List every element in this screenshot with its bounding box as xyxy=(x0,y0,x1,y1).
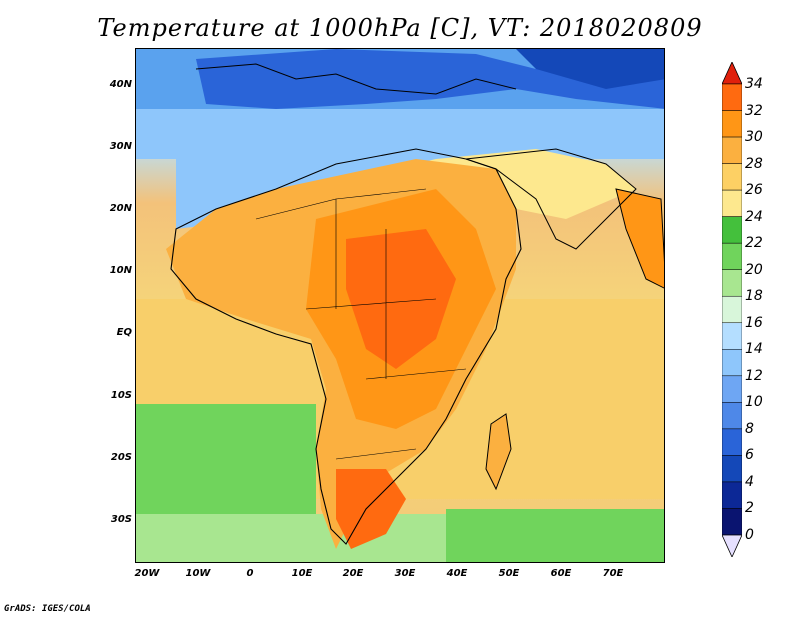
colorbar-label: 32 xyxy=(745,102,763,119)
southern-africa-hot xyxy=(336,469,406,549)
colorbar-label: 2 xyxy=(745,500,754,517)
colorbar-label: 24 xyxy=(745,208,763,225)
madagascar xyxy=(486,414,511,489)
colorbar-block xyxy=(722,83,742,111)
south-ocean-green xyxy=(136,514,446,562)
colorbar-block xyxy=(722,136,742,164)
temperature-map xyxy=(135,48,665,563)
colorbar-block xyxy=(722,428,742,456)
colorbar-label: 18 xyxy=(745,288,763,305)
south-atlantic-green xyxy=(136,404,316,514)
colorbar-block xyxy=(722,349,742,377)
lat-label-30n: 30N xyxy=(109,141,132,152)
lat-label-40n: 40N xyxy=(109,79,132,90)
colorbar-label: 30 xyxy=(745,129,763,146)
colorbar-block xyxy=(722,216,742,244)
colorbar xyxy=(722,62,742,557)
south-indian-green xyxy=(446,509,664,562)
colorbar-bottom-arrow xyxy=(722,534,742,557)
lon-label-10w: 10W xyxy=(185,568,211,579)
colorbar-block xyxy=(722,189,742,217)
colorbar-label: 4 xyxy=(745,473,754,490)
colorbar-block xyxy=(722,110,742,138)
europe-cold-region xyxy=(196,49,664,109)
india-warm xyxy=(616,189,664,288)
lon-label-40e: 40E xyxy=(446,568,468,579)
india-outline xyxy=(615,188,664,289)
madagascar-outline xyxy=(485,413,512,491)
lon-label-60e: 60E xyxy=(550,568,572,579)
lon-label-10e: 10E xyxy=(291,568,313,579)
colorbar-label: 16 xyxy=(745,314,763,331)
colorbar-block xyxy=(722,295,742,324)
colorbar-label: 6 xyxy=(745,447,754,464)
grads-credit: GrADS: IGES/COLA xyxy=(4,604,91,614)
colorbar-block xyxy=(722,455,742,483)
colorbar-label: 12 xyxy=(745,367,763,384)
arabia-coastline xyxy=(465,148,637,250)
lon-label-20e: 20E xyxy=(342,568,364,579)
colorbar-block xyxy=(722,163,742,191)
colorbar-label: 10 xyxy=(745,394,763,411)
asia-cold-region xyxy=(516,49,664,89)
colorbar-block xyxy=(722,322,742,350)
map-canvas xyxy=(136,49,664,562)
lon-label-0: 0 xyxy=(246,568,254,579)
map-title: Temperature at 1000hPa [C], VT: 20180208… xyxy=(97,14,703,42)
colorbar-block xyxy=(722,375,742,403)
lat-label-20s: 20S xyxy=(110,452,132,463)
colorbar-top-arrow xyxy=(722,62,742,85)
colorbar-label: 14 xyxy=(745,341,763,358)
colorbar-label: 20 xyxy=(745,261,763,278)
colorbar-block xyxy=(722,508,742,536)
colorbar-label: 8 xyxy=(745,420,754,437)
lon-label-20w: 20W xyxy=(134,568,160,579)
lat-label-eq: EQ xyxy=(116,327,132,338)
colorbar-block xyxy=(722,481,742,509)
lat-label-30s: 30S xyxy=(110,514,132,525)
africa-coastline xyxy=(170,148,522,545)
lat-label-10n: 10N xyxy=(109,265,132,276)
country-borders xyxy=(255,188,467,460)
colorbar-block xyxy=(722,402,742,430)
colorbar-block xyxy=(722,242,742,270)
colorbar-block xyxy=(722,269,742,297)
colorbar-label: 26 xyxy=(745,182,763,199)
lat-label-20n: 20N xyxy=(109,203,132,214)
africa-hottest-core xyxy=(346,229,456,369)
colorbar-label: 34 xyxy=(745,76,763,92)
colorbar-label: 28 xyxy=(745,155,763,172)
lon-label-50e: 50E xyxy=(498,568,520,579)
colorbar-label: 22 xyxy=(745,235,763,252)
europe-coastline xyxy=(195,63,517,95)
lon-label-30e: 30E xyxy=(394,568,416,579)
lon-label-70e: 70E xyxy=(602,568,624,579)
lat-label-10s: 10S xyxy=(110,390,132,401)
colorbar-label: 0 xyxy=(745,527,754,543)
